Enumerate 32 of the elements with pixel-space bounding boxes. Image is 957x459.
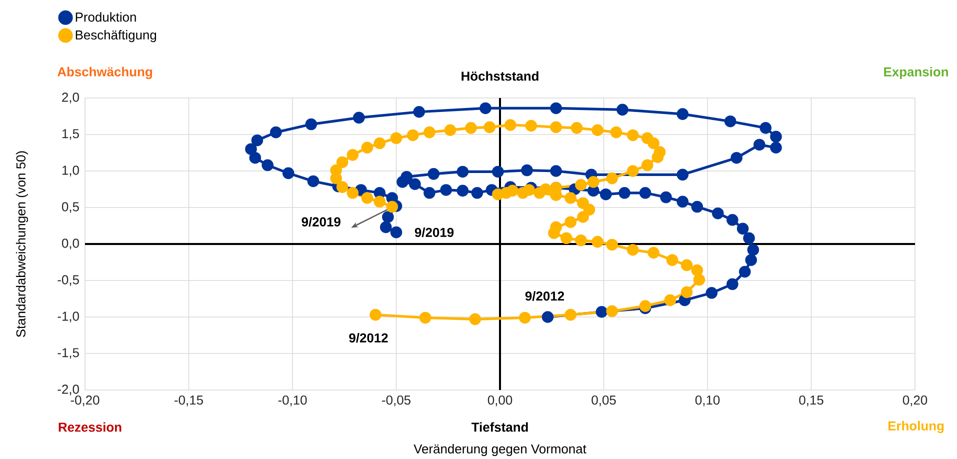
x-axis-title: Veränderung gegen Vormonat: [414, 444, 586, 456]
y-axis-title: Standardabweichungen (von 50): [16, 151, 28, 337]
y-tick-label: 1,5: [62, 129, 79, 140]
x-tick-label: -0,05: [382, 395, 410, 406]
text: Erholung: [888, 420, 944, 433]
x-tick-label: -0,20: [70, 395, 100, 406]
y-tick-label: -0,5: [58, 274, 79, 286]
text: Tiefstand: [471, 422, 528, 432]
text: Abschwächung: [57, 66, 152, 79]
x-tick-label: 0,10: [695, 395, 720, 406]
y-tick-label: 2,0: [62, 92, 79, 104]
annotation: 9/2012: [349, 332, 388, 342]
x-tick-label: 0,05: [592, 395, 616, 406]
y-tick-label: 0,0: [62, 238, 79, 250]
legend-label: Produktion: [76, 12, 136, 22]
annotation: 9/2019: [414, 227, 454, 237]
y-tick-label: -1,0: [58, 311, 79, 322]
legend-label: Beschäftigung: [76, 30, 156, 42]
text: Höchststand: [462, 71, 538, 81]
x-tick-label: 0,15: [799, 395, 824, 406]
annotation: 9/2019: [302, 216, 340, 226]
x-tick-label: -0,10: [278, 395, 307, 406]
y-tick-label: -2,0: [58, 384, 79, 396]
x-tick-label: -0,15: [174, 395, 203, 406]
annotation: 9/2012: [525, 290, 564, 301]
y-tick-label: -1,5: [58, 348, 79, 359]
x-tick-label: 0,20: [902, 395, 928, 406]
x-tick-label: 0,00: [488, 395, 512, 406]
y-tick-label: 1,0: [62, 165, 79, 176]
text: Expansion: [884, 66, 948, 79]
text: Rezession: [58, 422, 122, 432]
y-tick-label: 0,5: [62, 202, 79, 213]
